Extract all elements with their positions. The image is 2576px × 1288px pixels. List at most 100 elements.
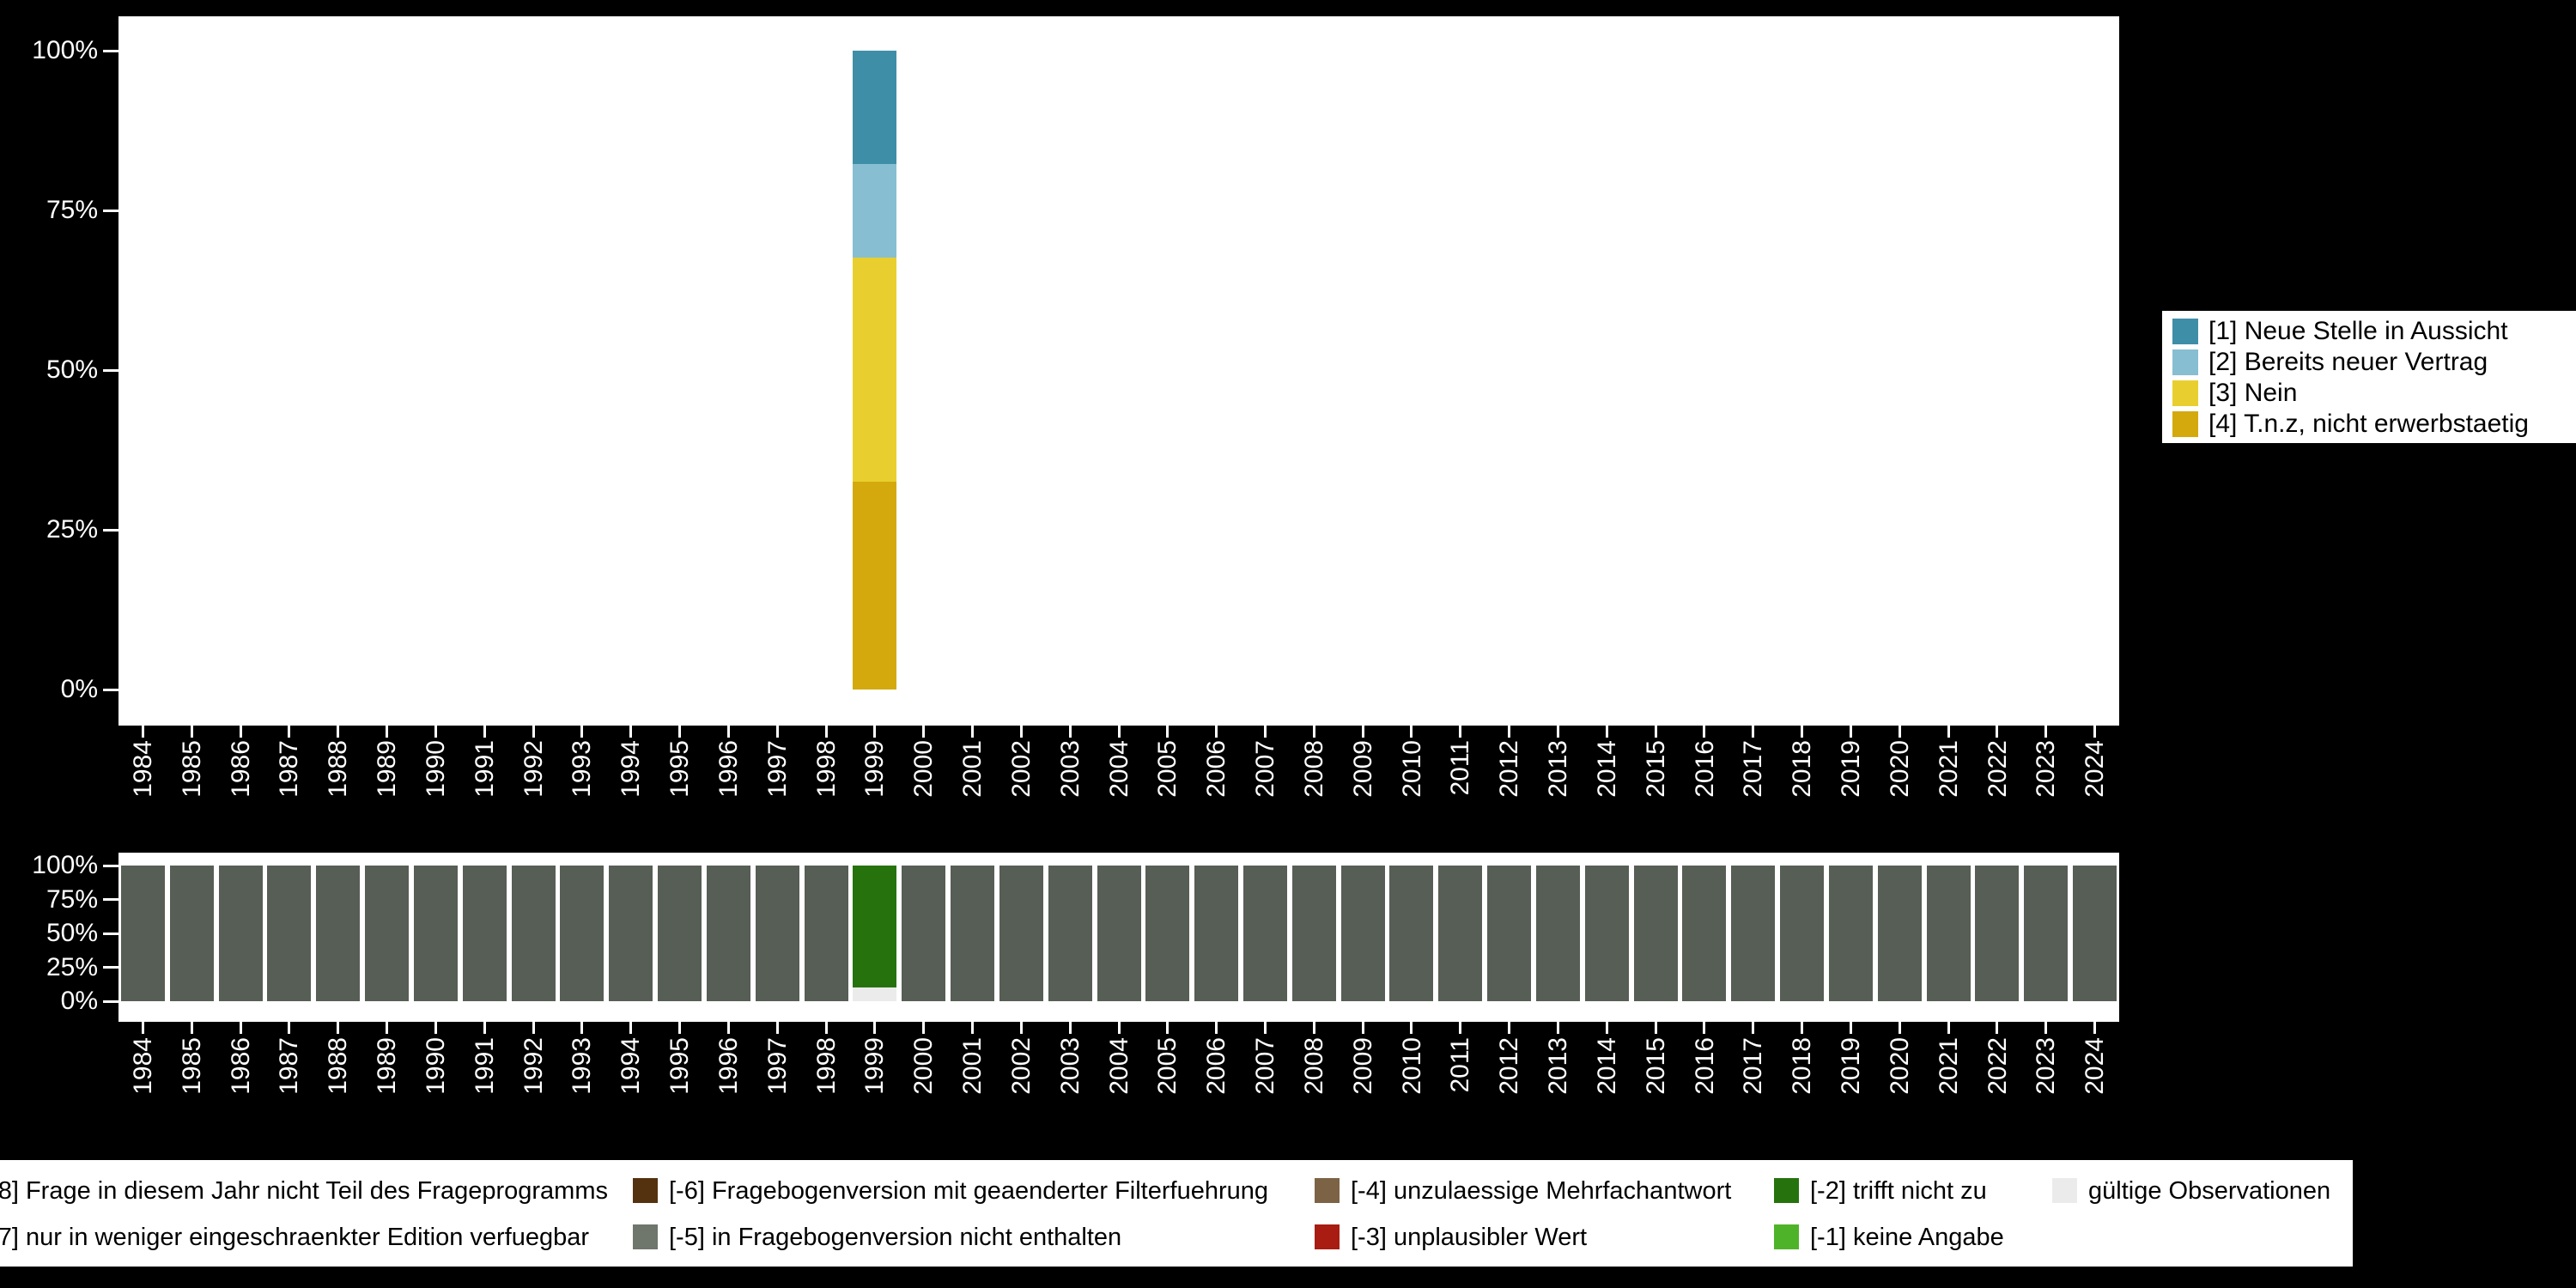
x-axis-year-text: 2019 bbox=[1837, 740, 1866, 798]
stacked-bar-1997 bbox=[755, 866, 799, 1001]
x-axis-year-text: 2010 bbox=[1397, 740, 1426, 798]
x-axis-tick bbox=[1117, 726, 1121, 738]
bar-segment bbox=[1145, 866, 1190, 1001]
x-axis-year-label: 1988 bbox=[313, 1037, 362, 1120]
x-axis-year-text: 1992 bbox=[519, 1037, 548, 1095]
x-axis-year-text: 2020 bbox=[1885, 740, 1914, 798]
x-axis-tick bbox=[239, 1022, 242, 1034]
y-axis-label: 0% bbox=[60, 675, 98, 703]
y-axis-tick bbox=[103, 898, 118, 901]
x-axis-year-text: 2017 bbox=[1739, 1037, 1768, 1095]
x-axis-tick bbox=[1117, 1022, 1121, 1034]
x-axis-tick bbox=[288, 726, 291, 738]
x-axis-year-label: 2019 bbox=[1826, 1037, 1875, 1120]
x-axis-year-label: 2020 bbox=[1875, 740, 1924, 823]
x-axis-tick bbox=[1654, 726, 1657, 738]
bar-segment bbox=[853, 482, 897, 690]
x-axis-year-text: 2021 bbox=[1934, 1037, 1963, 1095]
legend-swatch bbox=[2052, 1178, 2077, 1203]
x-axis-year-text: 1999 bbox=[860, 1037, 890, 1095]
x-axis-year-text: 1996 bbox=[714, 740, 743, 798]
x-axis-year-label: 1987 bbox=[264, 1037, 313, 1120]
bar-segment bbox=[511, 866, 556, 1001]
y-axis-label: 50% bbox=[46, 355, 98, 384]
x-axis-year-label: 2004 bbox=[1095, 740, 1144, 823]
bar-segment bbox=[169, 866, 214, 1001]
legend-label: [3] Nein bbox=[2208, 379, 2298, 407]
x-axis-year-text: 2013 bbox=[1544, 740, 1573, 798]
x-axis-year-label: 1987 bbox=[264, 740, 313, 823]
x-axis-tick bbox=[824, 1022, 828, 1034]
stacked-bar-1990 bbox=[413, 866, 458, 1001]
legend-label: [-3] unplausibler Wert bbox=[1351, 1224, 1588, 1251]
x-axis-year-text: 2009 bbox=[1348, 740, 1377, 798]
stacked-bar-1999 bbox=[853, 51, 897, 690]
x-axis-tick bbox=[1801, 726, 1804, 738]
x-axis-year-label: 1999 bbox=[850, 740, 899, 823]
x-axis-year-label: 2014 bbox=[1583, 1037, 1631, 1120]
x-axis-year-text: 2023 bbox=[2032, 1037, 2061, 1095]
x-axis-year-text: 2022 bbox=[1983, 1037, 2012, 1095]
stacked-bar-2000 bbox=[902, 866, 946, 1001]
legend-swatch bbox=[1315, 1224, 1340, 1249]
x-axis-tick bbox=[386, 726, 389, 738]
x-axis-year-label: 2019 bbox=[1826, 740, 1875, 823]
x-axis-year-label: 1997 bbox=[753, 1037, 802, 1120]
x-axis-tick bbox=[1459, 726, 1462, 738]
legend-swatch bbox=[2172, 349, 2198, 375]
x-axis-tick bbox=[483, 1022, 486, 1034]
x-axis-year-text: 1993 bbox=[568, 1037, 597, 1095]
stacked-bar-2005 bbox=[1145, 866, 1190, 1001]
bar-segment bbox=[1877, 866, 1922, 1001]
legend-swatch bbox=[2172, 411, 2198, 437]
x-axis-year-text: 2024 bbox=[2081, 1037, 2110, 1095]
y-axis-label: 100% bbox=[32, 36, 98, 64]
x-axis-year-label: 2024 bbox=[2070, 1037, 2119, 1120]
x-axis-tick bbox=[824, 726, 828, 738]
x-axis-year-text: 2009 bbox=[1348, 1037, 1377, 1095]
x-axis-year-label: 2013 bbox=[1534, 1037, 1583, 1120]
x-axis-year-label: 1984 bbox=[118, 740, 167, 823]
x-axis-tick bbox=[1361, 726, 1364, 738]
x-axis-year-text: 2002 bbox=[1006, 1037, 1036, 1095]
x-axis-tick bbox=[386, 1022, 389, 1034]
x-axis-tick bbox=[288, 1022, 291, 1034]
legend-label: gültige Observationen bbox=[2088, 1177, 2331, 1205]
x-axis-year-text: 1986 bbox=[226, 740, 255, 798]
bar-segment bbox=[1731, 866, 1776, 1001]
bar-segment bbox=[853, 866, 897, 988]
x-axis-tick bbox=[190, 1022, 193, 1034]
x-axis-tick bbox=[1312, 1022, 1315, 1034]
x-axis-year-label: 1993 bbox=[557, 740, 606, 823]
bar-segment bbox=[1780, 866, 1825, 1001]
x-axis-year-label: 1993 bbox=[557, 1037, 606, 1120]
x-axis-tick bbox=[1019, 1022, 1023, 1034]
x-axis-year-label: 1995 bbox=[655, 1037, 704, 1120]
bar-segment bbox=[1975, 866, 2020, 1001]
bar-segment bbox=[1633, 866, 1678, 1001]
x-axis-year-text: 2002 bbox=[1006, 740, 1036, 798]
bar-segment bbox=[658, 866, 702, 1001]
x-axis-year-text: 1997 bbox=[762, 740, 792, 798]
x-axis-year-label: 2006 bbox=[1192, 1037, 1241, 1120]
legend-item: [3] Nein bbox=[2172, 378, 2576, 409]
x-axis-year-label: 2002 bbox=[997, 740, 1046, 823]
x-axis-tick bbox=[1215, 1022, 1218, 1034]
x-axis-year-text: 2022 bbox=[1983, 740, 2012, 798]
x-axis-tick bbox=[1263, 1022, 1267, 1034]
legend-swatch bbox=[1315, 1178, 1340, 1203]
x-axis-year-text: 2021 bbox=[1934, 740, 1963, 798]
x-axis-year-label: 1985 bbox=[167, 740, 216, 823]
x-axis-tick bbox=[1654, 1022, 1657, 1034]
stacked-bar-2014 bbox=[1584, 866, 1629, 1001]
bar-segment bbox=[853, 163, 897, 258]
stacked-bar-2023 bbox=[2024, 866, 2069, 1001]
stacked-bar-1996 bbox=[706, 866, 750, 1001]
bar-segment bbox=[951, 866, 994, 1001]
bar-segment bbox=[462, 866, 507, 1001]
x-axis-year-text: 2014 bbox=[1592, 740, 1621, 798]
x-axis-year-text: 1991 bbox=[470, 740, 499, 798]
x-axis-year-label: 1985 bbox=[167, 1037, 216, 1120]
x-axis-year-label: 2022 bbox=[1973, 1037, 2022, 1120]
legend-swatch bbox=[633, 1224, 658, 1249]
